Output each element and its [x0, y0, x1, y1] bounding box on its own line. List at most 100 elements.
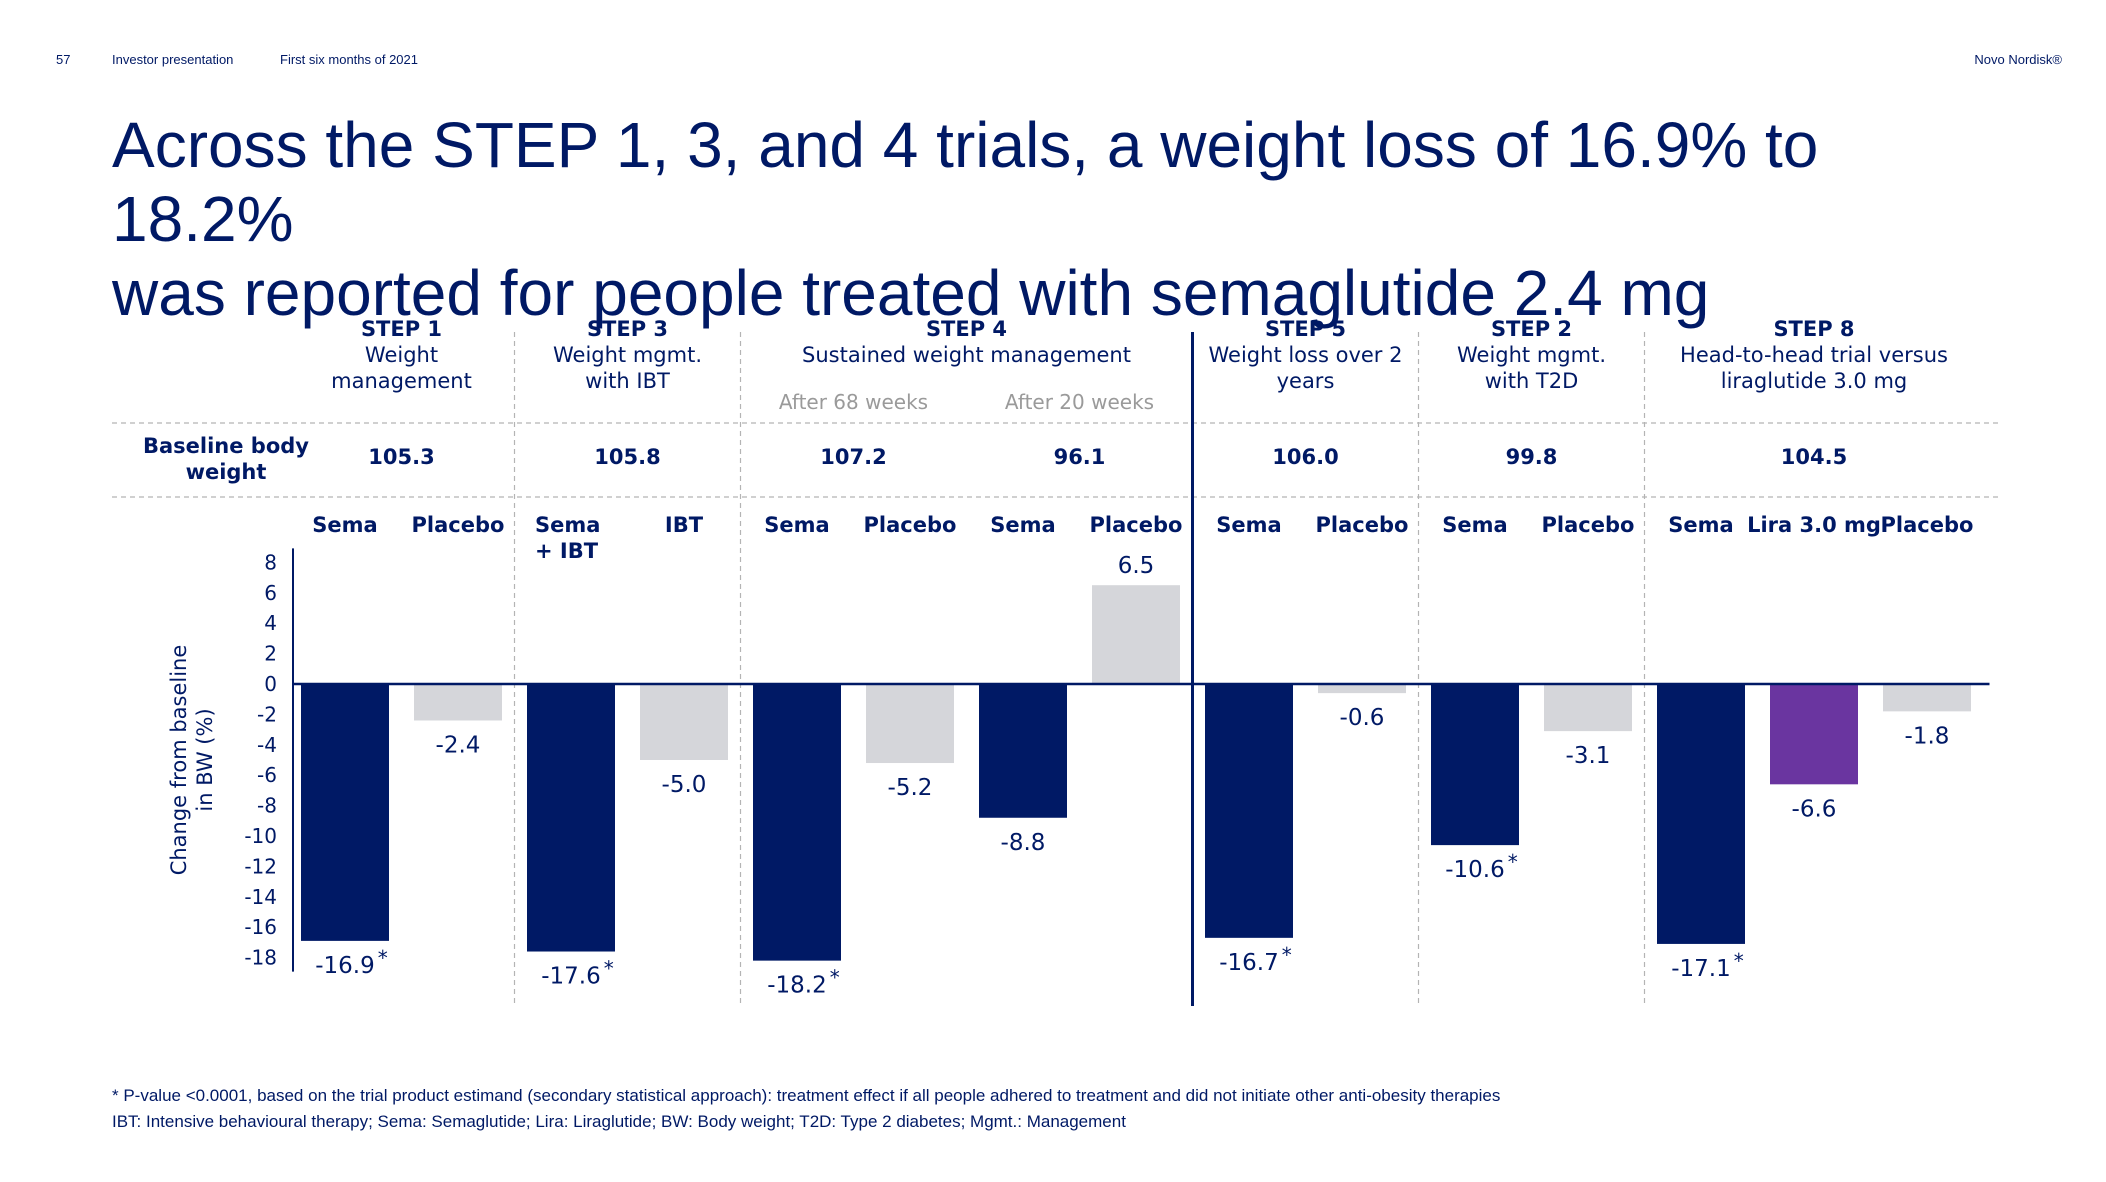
baseline-label-line: weight [186, 460, 267, 484]
y-tick-label: -14 [244, 885, 277, 909]
baseline-weight-value: 105.8 [594, 445, 660, 469]
y-tick-label: 6 [264, 581, 277, 605]
y-tick-label: 4 [264, 611, 277, 635]
bar-value-label: -6.6 [1792, 796, 1837, 822]
page-title: Across the STEP 1, 3, and 4 trials, a we… [112, 108, 2012, 330]
bar-value-label: -17.1 [1671, 956, 1731, 982]
significance-asterisk: * [604, 957, 614, 981]
trial-name: STEP 1 [361, 317, 442, 341]
y-tick-label: -12 [244, 854, 277, 878]
trial-subtitle: Weight [365, 343, 438, 367]
bar-category-label: Lira 3.0 mg [1747, 513, 1881, 537]
significance-asterisk: * [1734, 949, 1744, 973]
bar-category-label: Sema [990, 513, 1055, 537]
page-number: 57 [56, 52, 71, 67]
trial-name: STEP 4 [926, 317, 1007, 341]
trial-subtitle: Head-to-head trial versus [1680, 343, 1948, 367]
bar-value-label: -2.4 [436, 732, 481, 758]
bar-category-label: Placebo [1090, 513, 1183, 537]
bar-comparator [640, 684, 728, 760]
bar-value-label: -0.6 [1340, 705, 1385, 731]
trial-subtitle: Sustained weight management [802, 343, 1131, 367]
bar-category-label: IBT [665, 513, 704, 537]
footnote-abbreviations: IBT: Intensive behavioural therapy; Sema… [112, 1112, 1126, 1131]
significance-asterisk: * [1282, 943, 1292, 967]
bar-comparator [1092, 585, 1180, 684]
footnote-pvalue: * P-value <0.0001, based on the trial pr… [112, 1086, 1501, 1105]
trial-subtitle: Weight mgmt. [553, 343, 702, 367]
report-period: First six months of 2021 [280, 52, 418, 67]
bar-value-label: -3.1 [1566, 743, 1611, 769]
bar-value-label: -18.2 [767, 973, 827, 999]
bar-sema [1657, 684, 1745, 944]
period-label: After 68 weeks [779, 390, 928, 414]
bar-value-label: -17.6 [541, 964, 601, 990]
baseline-label-line: Baseline body [143, 434, 309, 458]
bar-value-label: -8.8 [1001, 830, 1046, 856]
trial-subtitle: Weight loss over 2 [1209, 343, 1403, 367]
bar-category-label: Placebo [1542, 513, 1635, 537]
y-tick-label: -18 [244, 946, 277, 970]
baseline-weight-value: 107.2 [820, 445, 886, 469]
y-axis-title-line: in BW (%) [193, 708, 217, 811]
bar-sema [1431, 684, 1519, 846]
baseline-weight-value: 99.8 [1506, 445, 1558, 469]
bar-category-label: Sema [312, 513, 377, 537]
bar-category-label: Sema [764, 513, 829, 537]
trial-subtitle: with IBT [585, 369, 670, 393]
page-title-line-2: was reported for people treated with sem… [112, 257, 1710, 329]
brand-name: Novo Nordisk® [1974, 52, 2062, 67]
bar-value-label: -16.7 [1219, 950, 1279, 976]
bar-sema [301, 684, 389, 941]
trial-name: STEP 8 [1773, 317, 1854, 341]
trial-subtitle: Weight mgmt. [1457, 343, 1606, 367]
bar-value-label: -16.9 [315, 953, 375, 979]
baseline-weight-value: 104.5 [1781, 445, 1847, 469]
y-tick-label: 8 [264, 550, 277, 574]
trial-subtitle: years [1277, 369, 1335, 393]
baseline-weight-value: 106.0 [1272, 445, 1338, 469]
bar-category-label: Placebo [1881, 513, 1974, 537]
y-tick-label: -2 [257, 702, 277, 726]
trial-subtitle: with T2D [1485, 369, 1579, 393]
bar-value-label: -5.0 [662, 772, 707, 798]
trial-name: STEP 5 [1265, 317, 1346, 341]
y-tick-label: 2 [264, 642, 277, 666]
y-axis-title-line: Change from baseline [167, 645, 191, 876]
bar-comparator [866, 684, 954, 764]
y-tick-label: -8 [257, 794, 277, 818]
bar-value-label: -5.2 [888, 775, 933, 801]
trial-name: STEP 3 [587, 317, 668, 341]
bar-sema [753, 684, 841, 961]
doc-title: Investor presentation [112, 52, 234, 67]
bar-comparator [1318, 684, 1406, 694]
significance-asterisk: * [1508, 850, 1518, 874]
bar-lira [1770, 684, 1858, 785]
bar-comparator [1544, 684, 1632, 732]
period-label: After 20 weeks [1005, 390, 1154, 414]
trial-name: STEP 2 [1491, 317, 1572, 341]
bar-comparator [414, 684, 502, 721]
bar-sema [979, 684, 1067, 818]
y-tick-label: 0 [264, 672, 277, 696]
bar-comparator [1883, 684, 1971, 712]
bar-sema [527, 684, 615, 952]
bar-sema [1205, 684, 1293, 938]
y-axis-title: Change from baseline in BW (%) [167, 645, 217, 876]
bar-value-label: 6.5 [1118, 553, 1155, 579]
y-tick-label: -6 [257, 763, 277, 787]
bar-category-label: Sema [1668, 513, 1733, 537]
significance-asterisk: * [378, 946, 388, 970]
trial-subtitle: liraglutide 3.0 mg [1721, 369, 1908, 393]
bar-category-label: Placebo [864, 513, 957, 537]
y-tick-label: -16 [244, 915, 277, 939]
baseline-weight-value: 96.1 [1054, 445, 1106, 469]
significance-asterisk: * [830, 966, 840, 990]
trial-subtitle: management [331, 369, 472, 393]
page-title-line-1: Across the STEP 1, 3, and 4 trials, a we… [112, 109, 1819, 255]
bar-category-label: + IBT [535, 539, 599, 563]
bar-category-label: Sema [1442, 513, 1507, 537]
bar-category-label: Sema [535, 513, 600, 537]
y-tick-label: -4 [257, 733, 277, 757]
bar-category-label: Sema [1216, 513, 1281, 537]
